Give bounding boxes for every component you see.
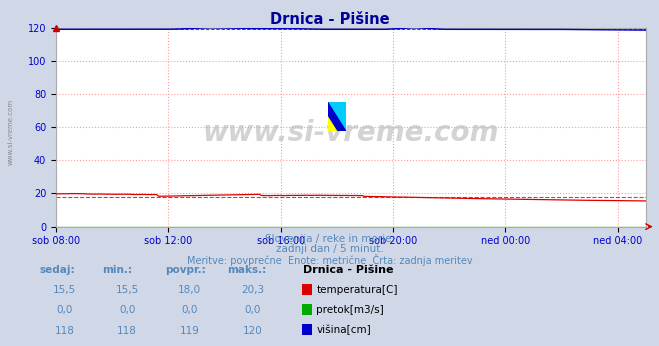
- Text: 0,0: 0,0: [244, 306, 260, 316]
- Text: 120: 120: [243, 326, 262, 336]
- Text: 0,0: 0,0: [57, 306, 72, 316]
- Text: temperatura[C]: temperatura[C]: [316, 285, 398, 295]
- Text: Drnica - Pišine: Drnica - Pišine: [270, 12, 389, 27]
- Bar: [328, 102, 337, 117]
- Polygon shape: [328, 117, 337, 131]
- Text: 0,0: 0,0: [182, 306, 198, 316]
- Text: pretok[m3/s]: pretok[m3/s]: [316, 306, 384, 316]
- Text: Slovenija / reke in morje.: Slovenija / reke in morje.: [264, 234, 395, 244]
- Text: sedaj:: sedaj:: [40, 265, 75, 275]
- Text: zadnji dan / 5 minut.: zadnji dan / 5 minut.: [275, 244, 384, 254]
- Bar: [337, 117, 346, 131]
- Text: min.:: min.:: [102, 265, 132, 275]
- Polygon shape: [328, 102, 346, 131]
- Text: 18,0: 18,0: [178, 285, 202, 295]
- Text: povpr.:: povpr.:: [165, 265, 206, 275]
- Text: 15,5: 15,5: [53, 285, 76, 295]
- Text: www.si-vreme.com: www.si-vreme.com: [8, 98, 14, 165]
- Text: maks.:: maks.:: [227, 265, 267, 275]
- Text: višina[cm]: višina[cm]: [316, 325, 371, 336]
- Polygon shape: [328, 102, 346, 131]
- Text: Drnica - Pišine: Drnica - Pišine: [303, 265, 393, 275]
- Text: 20,3: 20,3: [241, 285, 264, 295]
- Bar: [328, 117, 337, 131]
- Text: 15,5: 15,5: [115, 285, 139, 295]
- Text: 119: 119: [180, 326, 200, 336]
- Text: 0,0: 0,0: [119, 306, 135, 316]
- Text: 118: 118: [55, 326, 74, 336]
- Text: www.si-vreme.com: www.si-vreme.com: [203, 119, 499, 147]
- Text: Meritve: povprečne  Enote: metrične  Črta: zadnja meritev: Meritve: povprečne Enote: metrične Črta:…: [186, 254, 473, 266]
- Bar: [337, 102, 346, 117]
- Text: 118: 118: [117, 326, 137, 336]
